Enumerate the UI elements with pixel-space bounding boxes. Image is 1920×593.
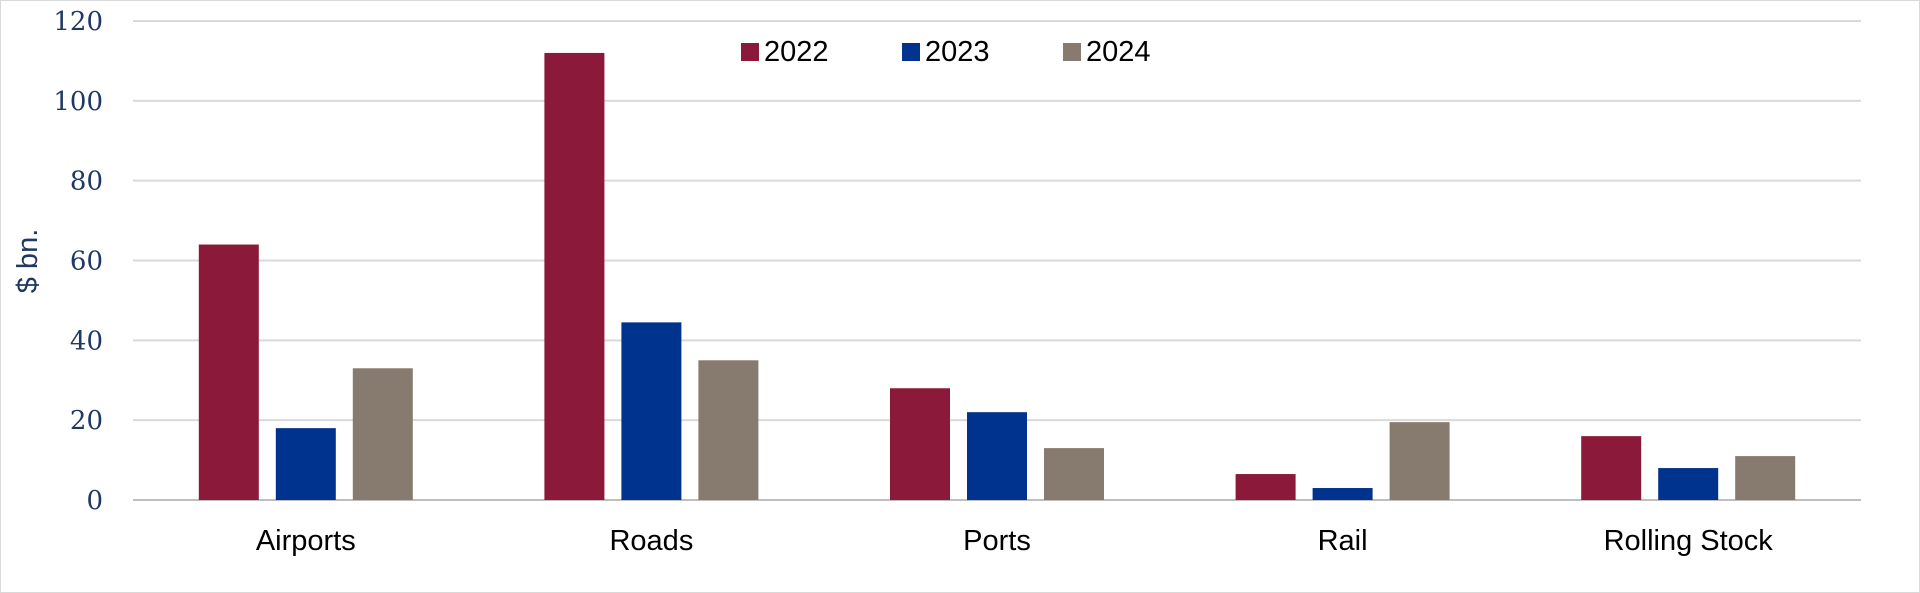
bar-ports-2024[interactable] [1044,448,1104,500]
bar-rolling-stock-2022[interactable] [1581,436,1642,500]
legend-label-2022: 2022 [764,36,829,68]
legend[interactable]: 2022 2023 2024 [741,36,1151,68]
bar-roads-2023[interactable] [621,322,682,500]
y-axis-label: $ bn. [12,229,44,294]
y-tick-label: 0 [86,486,103,516]
legend-swatch-2024 [1063,43,1081,61]
bar-rail-2023[interactable] [1312,488,1373,500]
bar-roads-2022[interactable] [544,52,605,500]
bar-rail-2022[interactable] [1235,474,1296,500]
bar-rail-2024[interactable] [1389,422,1450,500]
x-tick-label: Ports [963,525,1031,557]
y-axis-ticks: 0 20 40 60 80 100 120 [53,7,103,516]
x-tick-label: Rail [1318,525,1368,557]
bar-ports-2023[interactable] [967,412,1027,500]
y-tick-label: 20 [70,406,103,436]
legend-label-2023: 2023 [925,36,990,68]
bar-rolling-stock-2024[interactable] [1735,456,1796,500]
y-tick-label: 80 [70,167,103,197]
bar-ports-2022[interactable] [890,388,950,500]
bar-roads-2024[interactable] [698,360,759,500]
bar-airports-2022[interactable] [198,244,259,500]
y-tick-label: 40 [70,326,103,356]
bar-rolling-stock-2023[interactable] [1658,468,1719,500]
x-tick-label: Rolling Stock [1604,525,1774,557]
y-tick-label: 120 [53,7,103,37]
legend-swatch-2023 [902,43,920,61]
bars [198,52,1796,500]
y-tick-label: 60 [70,247,103,277]
legend-label-2024: 2024 [1086,36,1151,68]
x-tick-label: Airports [256,525,356,557]
y-tick-label: 100 [53,87,103,117]
x-tick-label: Roads [609,525,693,557]
bar-airports-2024[interactable] [352,368,413,500]
gridlines [133,20,1861,501]
bar-airports-2023[interactable] [275,428,336,500]
legend-swatch-2022 [741,43,759,61]
x-axis-ticks: Airports Roads Ports Rail Rolling Stock [256,525,1773,557]
